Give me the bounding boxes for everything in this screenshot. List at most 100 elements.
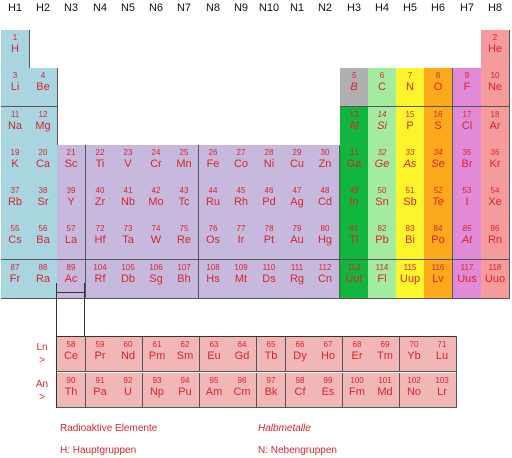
- atomic-number: 22: [95, 148, 105, 157]
- atomic-number: 61: [152, 340, 162, 349]
- element-symbol: Ge: [374, 158, 390, 170]
- element-symbol: Y: [67, 196, 75, 208]
- element-cell-br: 35 Br: [453, 145, 482, 184]
- element-cell-sn: 50 Sn: [368, 183, 397, 222]
- atomic-number: 115: [403, 263, 417, 272]
- element-symbol: Ba: [36, 234, 50, 246]
- atomic-number: 116: [431, 263, 445, 272]
- element-cell-pm: 61 Pm: [143, 337, 172, 372]
- element-cell-y: 39 Y: [57, 183, 86, 222]
- element-symbol: Kr: [489, 158, 501, 170]
- element-symbol: Sc: [64, 158, 78, 170]
- element-cell-he: 2 He: [481, 30, 510, 69]
- element-cell-np: 93 Np: [143, 373, 172, 408]
- element-cell-gd: 64 Gd: [228, 337, 257, 372]
- atomic-number: 44: [208, 186, 218, 195]
- element-cell-u: 92 U: [114, 373, 143, 408]
- atomic-number: 28: [264, 148, 274, 157]
- atomic-number: 87: [10, 263, 20, 272]
- atomic-number: 24: [151, 148, 161, 157]
- element-symbol: U: [124, 386, 132, 398]
- element-cell-ca: 20 Ca: [29, 145, 58, 184]
- atomic-number: 18: [490, 110, 500, 119]
- atomic-number: 70: [409, 340, 419, 349]
- atomic-number: 31: [349, 148, 359, 157]
- element-symbol: Be: [36, 81, 50, 93]
- element-symbol: Ne: [487, 81, 503, 93]
- element-symbol: S: [434, 120, 442, 132]
- element-cell-ir: 77 Ir: [227, 221, 256, 260]
- element-symbol: Lr: [437, 386, 447, 398]
- atomic-number: 78: [264, 224, 274, 233]
- element-symbol: Pb: [375, 234, 389, 246]
- element-symbol: Mg: [35, 120, 51, 132]
- group-header: H5: [402, 2, 418, 14]
- atomic-number: 12: [38, 110, 48, 119]
- element-cell-rb: 37 Rb: [1, 183, 30, 222]
- element-symbol: Ds: [262, 273, 276, 285]
- atomic-number: 50: [377, 186, 387, 195]
- element-cell-lv: 116 Lv: [424, 260, 453, 299]
- element-cell-fr: 87 Fr: [1, 260, 30, 299]
- atomic-number: 112: [318, 263, 332, 272]
- group-header: H2: [35, 2, 51, 14]
- atomic-number: 55: [10, 224, 20, 233]
- connector-line: [56, 283, 57, 336]
- element-cell-nd: 60 Nd: [114, 337, 143, 372]
- element-cell-ta: 73 Ta: [114, 221, 143, 260]
- element-cell-am: 95 Am: [200, 373, 229, 408]
- element-symbol: Np: [149, 386, 165, 398]
- group-header: N9: [233, 2, 249, 14]
- atomic-number: 8: [435, 71, 441, 80]
- group-header: N7: [176, 2, 192, 14]
- element-symbol: Tb: [264, 350, 278, 362]
- atomic-number: 72: [95, 224, 105, 233]
- element-cell-cd: 48 Cd: [311, 183, 340, 222]
- element-cell-lu: 71 Lu: [428, 337, 457, 372]
- element-symbol: Re: [176, 234, 192, 246]
- element-symbol: As: [403, 158, 417, 170]
- element-symbol: Cn: [317, 273, 333, 285]
- group-header: N2: [317, 2, 333, 14]
- element-symbol: Rb: [7, 196, 23, 208]
- atomic-number: 77: [236, 224, 246, 233]
- element-symbol: Se: [431, 158, 445, 170]
- atomic-number: 98: [295, 376, 305, 385]
- element-cell-rg: 111 Rg: [283, 260, 312, 299]
- element-symbol: V: [124, 158, 132, 170]
- element-cell-cf: 98 Cf: [286, 373, 315, 408]
- element-symbol: Bk: [264, 386, 278, 398]
- element-symbol: Fl: [377, 273, 387, 285]
- element-symbol: Dy: [293, 350, 307, 362]
- atomic-number: 17: [462, 110, 472, 119]
- element-symbol: Lv: [432, 273, 444, 285]
- element-cell-cu: 29 Cu: [283, 145, 312, 184]
- atomic-number: 49: [349, 186, 359, 195]
- atomic-number: 79: [292, 224, 302, 233]
- element-cell-cm: 96 Cm: [228, 373, 257, 408]
- atomic-number: 69: [380, 340, 390, 349]
- element-cell-fm: 100 Fm: [343, 373, 372, 408]
- element-cell-v: 23 V: [114, 145, 143, 184]
- element-symbol: Fr: [9, 273, 21, 285]
- element-cell-ni: 28 Ni: [255, 145, 284, 184]
- atomic-number: 57: [66, 224, 76, 233]
- element-symbol: Zr: [94, 196, 106, 208]
- atomic-number: 37: [10, 186, 20, 195]
- legend-radioactive: Radioaktive Elemente: [60, 423, 158, 434]
- atomic-number: 102: [407, 376, 421, 385]
- element-symbol: Cr: [150, 158, 162, 170]
- element-symbol: Ar: [489, 120, 501, 132]
- element-cell-k: 19 K: [1, 145, 30, 184]
- element-cell-tl: 81 Tl: [340, 221, 369, 260]
- element-cell-se: 34 Se: [424, 145, 453, 184]
- element-cell-uus: 117 Uus: [453, 260, 482, 299]
- actinide-label-bottom: >: [39, 392, 45, 403]
- lanthanide-label: Ln >: [30, 341, 54, 367]
- atomic-number: 5: [351, 71, 357, 80]
- atomic-number: 88: [38, 263, 48, 272]
